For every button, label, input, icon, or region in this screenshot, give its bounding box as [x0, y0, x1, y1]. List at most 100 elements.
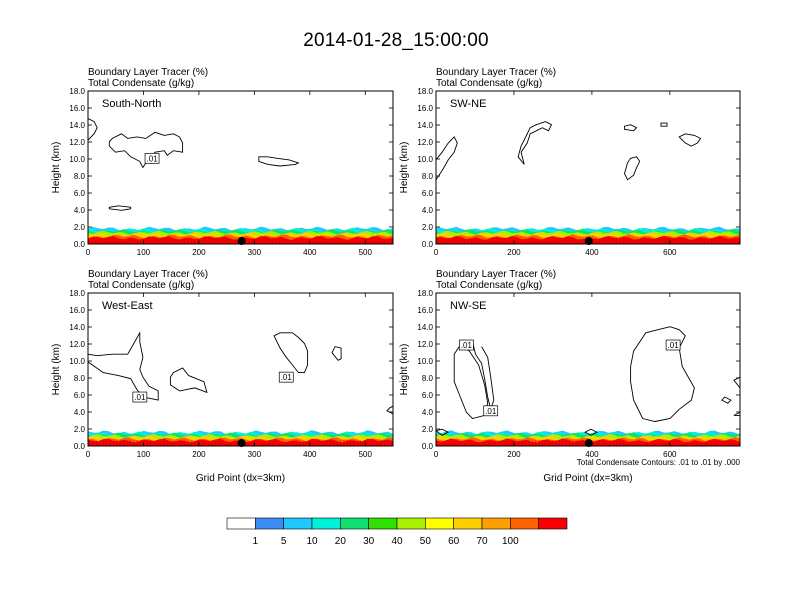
y-tick-label: 10.0	[69, 357, 85, 366]
y-tick-label: 4.0	[422, 206, 434, 215]
colorbar-swatch	[481, 517, 511, 530]
contour-label-box	[483, 405, 499, 417]
colorbar-swatch	[255, 517, 284, 530]
y-tick-label: 2.0	[422, 223, 434, 232]
x-tick-label: 200	[192, 248, 206, 257]
y-tick-label: 14.0	[417, 121, 433, 130]
x-tick-label: 500	[359, 450, 373, 459]
y-tick-label: 0.0	[422, 240, 434, 249]
condensate-contour-line	[88, 118, 98, 141]
panel-sw-ne: Boundary Layer Tracer (%)Total Condensat…	[399, 67, 741, 257]
colorbar-swatch	[311, 517, 341, 530]
condensate-contour-line	[169, 367, 208, 394]
condensate-contours	[436, 326, 740, 436]
condensate-contour-line	[733, 376, 740, 389]
panel-title-line1: Boundary Layer Tracer (%)	[88, 67, 208, 78]
x-tick-label: 100	[137, 450, 151, 459]
x-tick-label: 0	[86, 450, 91, 459]
condensate-contour-line	[88, 331, 159, 401]
colorbar-label: 1	[253, 536, 259, 547]
y-tick-label: 6.0	[422, 189, 434, 198]
contour-note: Total Condensate Contours: .01 to .01 by…	[577, 458, 741, 467]
x-tick-label: 400	[585, 450, 599, 459]
contour-label-text: .01	[281, 373, 293, 382]
x-tick-label: 200	[507, 450, 521, 459]
colorbar-swatch	[538, 517, 568, 530]
x-tick-label: 600	[663, 450, 677, 459]
y-axis-label: Height (km)	[51, 142, 62, 194]
y-tick-label: 2.0	[74, 425, 86, 434]
condensate-contour-line	[453, 344, 489, 420]
contour-label-text: .01	[134, 393, 146, 402]
y-tick-label: 18.0	[417, 289, 433, 298]
condensate-contour-line	[624, 156, 641, 181]
panel-title-line1: Boundary Layer Tracer (%)	[436, 67, 556, 78]
x-tick-label: 100	[137, 248, 151, 257]
intersection-marker	[237, 439, 246, 448]
condensate-contour-line	[331, 346, 342, 361]
contour-label: .01	[665, 339, 681, 351]
colorbar-swatch	[510, 517, 539, 530]
x-tick-label: 400	[303, 248, 317, 257]
colorbar: 1 5 10 20 30 40 50 60 70 100	[226, 517, 568, 547]
panel-frame	[87, 292, 394, 447]
colorbar-swatch	[453, 517, 483, 530]
intersection-marker	[237, 237, 246, 246]
condensate-contour-line	[386, 405, 393, 415]
panel-frame	[435, 90, 741, 245]
panel-title-line1: Boundary Layer Tracer (%)	[88, 269, 208, 280]
x-axis-label: Grid Point (dx=3km)	[196, 473, 285, 484]
contour-label-text: .01	[485, 407, 497, 416]
y-tick-label: 10.0	[417, 357, 433, 366]
colorbar-swatch	[396, 517, 426, 530]
contour-label-box	[144, 152, 160, 164]
y-tick-label: 0.0	[74, 240, 86, 249]
y-tick-label: 14.0	[417, 323, 433, 332]
panel-title-line2: Total Condensate (g/kg)	[436, 280, 542, 291]
y-tick-label: 14.0	[69, 323, 85, 332]
y-tick-label: 2.0	[74, 223, 86, 232]
contour-label-box	[132, 391, 148, 403]
condensate-contours	[436, 121, 702, 181]
y-tick-label: 2.0	[422, 425, 434, 434]
contour-label: .01	[144, 152, 160, 164]
colorbar-swatch	[340, 517, 369, 530]
y-tick-label: 16.0	[417, 306, 433, 315]
contour-label: .01	[483, 405, 499, 417]
panel-title-line1: Boundary Layer Tracer (%)	[436, 269, 556, 280]
y-tick-label: 0.0	[422, 442, 434, 451]
panel-title-line2: Total Condensate (g/kg)	[88, 280, 194, 291]
x-tick-label: 200	[192, 450, 206, 459]
panel-title-line2: Total Condensate (g/kg)	[88, 78, 194, 89]
condensate-contour-line	[472, 341, 495, 411]
y-tick-label: 8.0	[422, 374, 434, 383]
tracer-texture	[437, 440, 739, 446]
intersection-marker	[584, 439, 593, 448]
panel-name: South-North	[102, 98, 161, 110]
contour-label: .01	[278, 371, 294, 383]
y-tick-label: 6.0	[74, 189, 86, 198]
contour-label: .01	[132, 391, 148, 403]
panel-frame	[87, 90, 394, 245]
condensate-contour-line	[436, 428, 450, 436]
condensate-contour-line	[721, 396, 732, 404]
condensate-contour-line	[630, 326, 695, 422]
x-tick-label: 400	[303, 450, 317, 459]
x-tick-label: 400	[585, 248, 599, 257]
contour-label-box	[459, 339, 474, 351]
x-tick-label: 500	[359, 248, 373, 257]
y-tick-label: 6.0	[422, 391, 434, 400]
y-tick-label: 4.0	[74, 408, 86, 417]
x-tick-label: 300	[248, 248, 262, 257]
condensate-contour-line	[273, 332, 309, 374]
condensate-contour-line	[108, 205, 132, 211]
panel-west-east: Boundary Layer Tracer (%)Total Condensat…	[51, 269, 394, 484]
figure-title: 2014-01-28_15:00:00	[303, 30, 489, 51]
colorbar-label: 10	[306, 536, 318, 547]
x-tick-label: 0	[434, 248, 439, 257]
colorbar-swatch	[283, 517, 313, 530]
panel-south-north: Boundary Layer Tracer (%)Total Condensat…	[51, 67, 394, 257]
colorbar-label: 40	[391, 536, 403, 547]
panel-frame	[435, 292, 741, 447]
